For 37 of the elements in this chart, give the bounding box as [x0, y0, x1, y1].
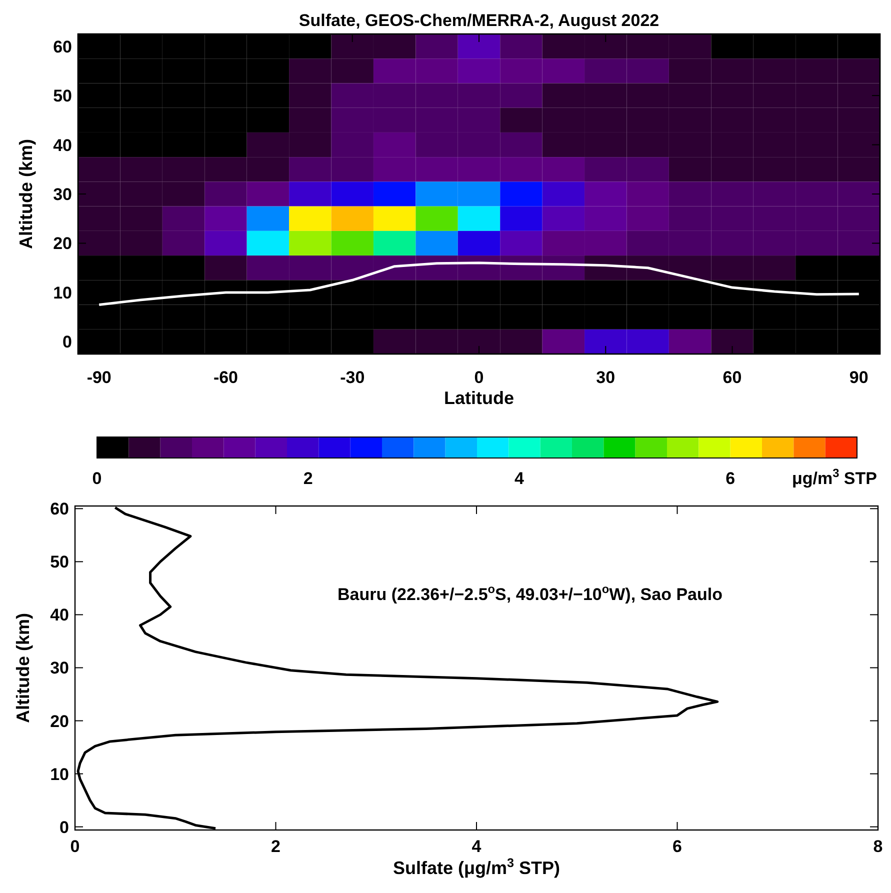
x-tick-label: -30 [340, 368, 365, 387]
y-tick-label: 10 [50, 764, 69, 784]
x-tick-label: -60 [213, 368, 238, 387]
y-axis-title: Altitude (km) [16, 139, 36, 249]
x-tick-label: 4 [472, 837, 482, 856]
y-tick-label: 20 [50, 712, 69, 731]
chart-title: Sulfate, GEOS-Chem/MERRA-2, August 2022 [298, 11, 660, 30]
y-tick-label: 40 [53, 136, 72, 155]
x-tick-label: 30 [596, 368, 616, 387]
color-bar-label: 0 [92, 469, 102, 488]
x-axis-title: Sulfate (μg/m$^{3}$ STP) [392, 856, 560, 878]
y-tick-label: 0 [62, 332, 72, 352]
x-tick-label: 6 [672, 837, 682, 856]
x-tick-label: -90 [86, 368, 112, 387]
annotation: Bauru (22.36+/−2.5$^{o}$S, 49.03+/−10$^{o}$W), Sao Paulo [338, 582, 722, 604]
y-tick-label: 10 [53, 283, 72, 302]
y-tick-label: 50 [50, 552, 69, 572]
y-tick-label: 20 [53, 234, 72, 254]
color-bar-title: μg/m$^{3}$ STP [792, 466, 877, 488]
x-tick-label: 0 [474, 368, 484, 387]
color-bar-label: 2 [303, 469, 313, 488]
x-tick-label: 8 [873, 837, 883, 856]
x-tick-label: 90 [849, 368, 868, 387]
x-tick-label: 2 [271, 837, 280, 856]
y-tick-label: 50 [53, 86, 72, 106]
y-axis-title: Altitude (km) [13, 613, 33, 723]
color-bar-label: 6 [726, 469, 736, 488]
y-tick-label: 60 [53, 37, 72, 56]
x-tick-label: 60 [722, 368, 742, 387]
y-tick-label: 0 [60, 818, 69, 837]
line-series [98, 262, 860, 306]
y-tick-label: 40 [50, 606, 69, 625]
color-bar-label: 4 [514, 469, 524, 488]
y-tick-label: 30 [53, 185, 72, 204]
y-tick-label: 60 [50, 500, 69, 519]
x-axis-title: Latitude [444, 388, 514, 408]
y-tick-label: 30 [50, 658, 69, 678]
